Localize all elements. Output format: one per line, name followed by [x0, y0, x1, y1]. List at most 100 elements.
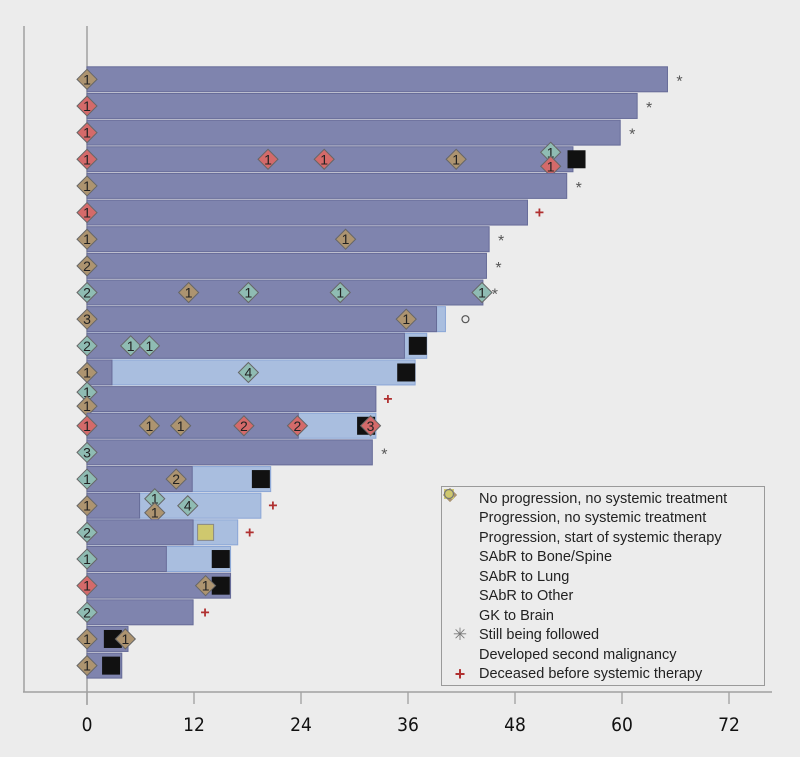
systemic-therapy-marker [397, 363, 416, 382]
legend-label: SAbR to Lung [479, 568, 570, 585]
diamond-icon [76, 654, 98, 677]
sabr-count-label: 2 [83, 604, 91, 620]
sabr-count-label: 1 [244, 285, 252, 301]
sabr-other-marker: 2 [165, 468, 187, 490]
diamond-icon [76, 521, 98, 544]
diamond-icon [359, 415, 382, 437]
sabr-lung-marker: 2 [76, 521, 98, 544]
diamond-icon [233, 415, 255, 437]
sabr-lung-marker: 2 [76, 335, 98, 357]
sabr-count-label: 3 [83, 444, 91, 460]
patient-row: 1 [76, 546, 232, 572]
sabr-count-label: 1 [146, 418, 154, 434]
sabr-bone-marker: 1 [76, 121, 98, 144]
legend-item: + Deceased before systemic therapy [450, 664, 764, 685]
sabr-count-label: 1 [83, 658, 91, 674]
legend-item: GK to Brain [444, 489, 764, 626]
sabr-count-label: 2 [83, 338, 91, 354]
deceased-marker: + [268, 498, 277, 515]
legend-item: Developed second malignancy [443, 488, 764, 665]
diamond-icon [76, 175, 98, 197]
diamond-icon [119, 335, 142, 357]
no-progression-bar [86, 306, 438, 333]
still-followed-marker: * [498, 233, 504, 250]
diamond-icon [76, 281, 98, 304]
still-followed-marker: * [381, 446, 387, 463]
sabr-count-label: 1 [547, 158, 555, 174]
sabr-count-label: 1 [264, 151, 272, 167]
sabr-other-marker: 1 [76, 175, 98, 197]
diamond-icon [165, 468, 187, 490]
diamond-icon [76, 255, 98, 277]
systemic-therapy-marker [211, 576, 230, 595]
legend-item: SAbR to Lung [443, 488, 764, 587]
sabr-count-label: 3 [367, 418, 375, 434]
deceased-marker: + [200, 604, 209, 621]
sabr-count-label: 1 [83, 578, 91, 594]
legend-item: ✳ Still being followed [450, 625, 764, 646]
no-progression-bar [86, 172, 568, 199]
sabr-lung-marker: 1 [237, 281, 260, 304]
sabr-other-marker: 1 [445, 148, 467, 170]
systemic-therapy-marker [567, 150, 586, 169]
sabr-count-label: 1 [320, 151, 328, 167]
sabr-count-label: 2 [172, 471, 180, 487]
x-tick-label: 72 [718, 714, 740, 736]
legend-label: Progression, start of systemic therapy [479, 529, 722, 546]
sabr-lung-marker: 2 [76, 601, 98, 624]
sabr-count-label: 1 [127, 338, 135, 354]
second-malignancy-marker [461, 315, 470, 324]
systemic-therapy-marker [103, 629, 122, 648]
sabr-count-label: 1 [83, 205, 91, 221]
patient-row: 1 11 4 + [76, 488, 278, 524]
diamond-icon [177, 495, 199, 517]
diamond-icon [334, 228, 357, 250]
sabr-lung-marker: 4 [237, 361, 260, 384]
sabr-other-marker: 3 [76, 308, 98, 330]
prog_no_sys-square-icon [444, 489, 470, 526]
x-tick-label: 60 [611, 714, 633, 736]
legend-label: SAbR to Bone/Spine [479, 549, 613, 566]
diamond-icon [445, 148, 467, 170]
sabr-bone-marker: 2 [233, 415, 255, 437]
sabr-bone-marker: 1 [76, 574, 98, 597]
sabr-other-marker: 1 [76, 228, 98, 250]
deceased-marker: + [245, 524, 254, 541]
x-tick-label: 12 [183, 714, 205, 736]
patient-row: 1 [76, 652, 123, 679]
x-tick-label: 48 [504, 714, 526, 736]
diamond-icon [237, 281, 260, 304]
sabr-count-label: 2 [294, 418, 302, 434]
sabr-other-marker: 1 [76, 68, 98, 91]
no-progression-bar [86, 252, 487, 279]
no-progression-bar [86, 226, 490, 253]
sabr-count-label: 1 [151, 505, 159, 521]
deceased-marker: + [383, 391, 392, 408]
sabr-count-label: 1 [146, 338, 154, 354]
diamond-icon [194, 574, 217, 597]
sabr-count-label: 1 [185, 285, 193, 301]
no-progression-bar [86, 92, 638, 119]
sabr-count-label: 1 [83, 125, 91, 141]
diamond-icon [76, 335, 98, 357]
patient-row: 2 + [76, 599, 210, 626]
diamond-icon [138, 415, 161, 437]
patient-row: 2 * [76, 252, 502, 279]
sabr-count-label: 1 [83, 398, 91, 414]
sabr-count-label: 2 [83, 258, 91, 274]
diamond-icon [76, 468, 98, 490]
sabr-count-label: 4 [244, 364, 252, 380]
legend-label: Developed second malignancy [479, 646, 677, 663]
sabr-lung-marker: 1 [119, 335, 142, 357]
sabr-other-marker: 1 [76, 654, 98, 677]
sabr-count-label: 1 [83, 384, 91, 400]
sabr-other-marker: 1 [138, 415, 161, 437]
legend-label: No progression, no systemic treatment [479, 490, 728, 507]
sabr-bone-marker: 3 [359, 415, 382, 437]
diamond-icon [76, 628, 98, 650]
sabr-count-label: 1 [202, 578, 210, 594]
sabr-other-marker: 2 [76, 255, 98, 277]
